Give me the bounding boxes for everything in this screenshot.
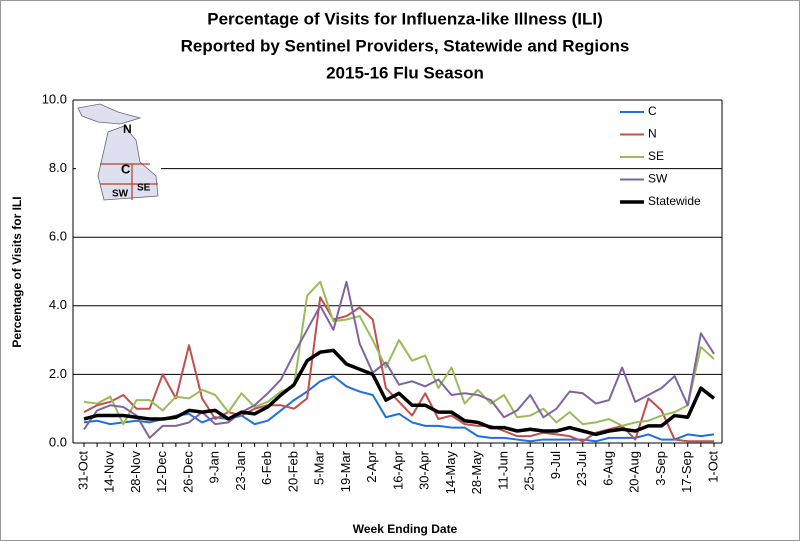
x-tick-label: 1-Oct [705, 451, 720, 483]
y-tick-label: 6.0 [49, 229, 67, 244]
legend-label: C [648, 104, 657, 118]
legend-label: Statewide [648, 194, 701, 208]
x-tick-label: 3-Sep [653, 451, 668, 486]
x-tick-label: 12-Dec [154, 451, 169, 493]
chart-title: Percentage of Visits for Influenza-like … [207, 9, 603, 28]
x-tick-label: 30-Apr [417, 450, 432, 490]
x-tick-label: 11-Jun [495, 451, 510, 490]
x-tick-label: 16-Apr [390, 450, 405, 490]
legend-label: SW [648, 172, 668, 186]
x-tick-label: 26-Dec [180, 451, 195, 493]
chart-title: 2015-16 Flu Season [326, 63, 484, 82]
map-label: SW [112, 189, 129, 200]
x-tick-label: 25-Jun [522, 451, 537, 491]
x-tick-label: 23-Jan [233, 451, 248, 491]
series-line [83, 375, 715, 443]
map-upper [77, 103, 142, 125]
x-tick-label: 20-Feb [285, 451, 300, 492]
y-tick-label: 0.0 [49, 434, 67, 449]
x-tick-label: 17-Sep [679, 451, 694, 493]
map-label: C [121, 161, 131, 176]
x-tick-label: 20-Aug [627, 451, 642, 493]
map-borders [100, 163, 158, 200]
map-inset: N C SE SW [76, 102, 161, 202]
series-line [83, 348, 716, 437]
y-tick-label: 8.0 [49, 160, 67, 175]
x-tick-label: 14-May [443, 451, 458, 495]
x-tick-label: 5-Mar [312, 450, 327, 485]
y-tick-label: 2.0 [49, 366, 67, 381]
x-tick-label: 23-Jul [574, 451, 589, 487]
map-lower [97, 125, 159, 201]
x-tick-label: 28-Nov [128, 451, 143, 493]
x-tick-label: 6-Feb [259, 451, 274, 485]
map-label: N [123, 122, 132, 136]
y-tick-label: 10.0 [42, 91, 67, 106]
map-label: SE [137, 183, 151, 194]
legend-label: SE [648, 149, 664, 163]
x-tick-label: 28-May [469, 451, 484, 495]
y-tick-label: 4.0 [49, 297, 67, 312]
x-tick-label: 19-Mar [338, 450, 353, 492]
legend-label: N [648, 127, 657, 141]
series-line [83, 280, 715, 439]
x-tick-label: 9-Jan [207, 451, 222, 484]
x-axis-title: Week Ending Date [353, 522, 458, 536]
series-line [83, 280, 715, 427]
y-axis-title: Percentage of Visits for ILI [10, 196, 24, 347]
x-tick-label: 9-Jul [548, 451, 563, 479]
x-tick-label: 14-Nov [102, 451, 117, 493]
chart-title: Reported by Sentinel Providers, Statewid… [181, 36, 630, 55]
x-tick-label: 2-Apr [364, 450, 379, 482]
x-tick-label: 31-Oct [75, 451, 90, 490]
x-tick-label: 6-Aug [600, 451, 615, 486]
